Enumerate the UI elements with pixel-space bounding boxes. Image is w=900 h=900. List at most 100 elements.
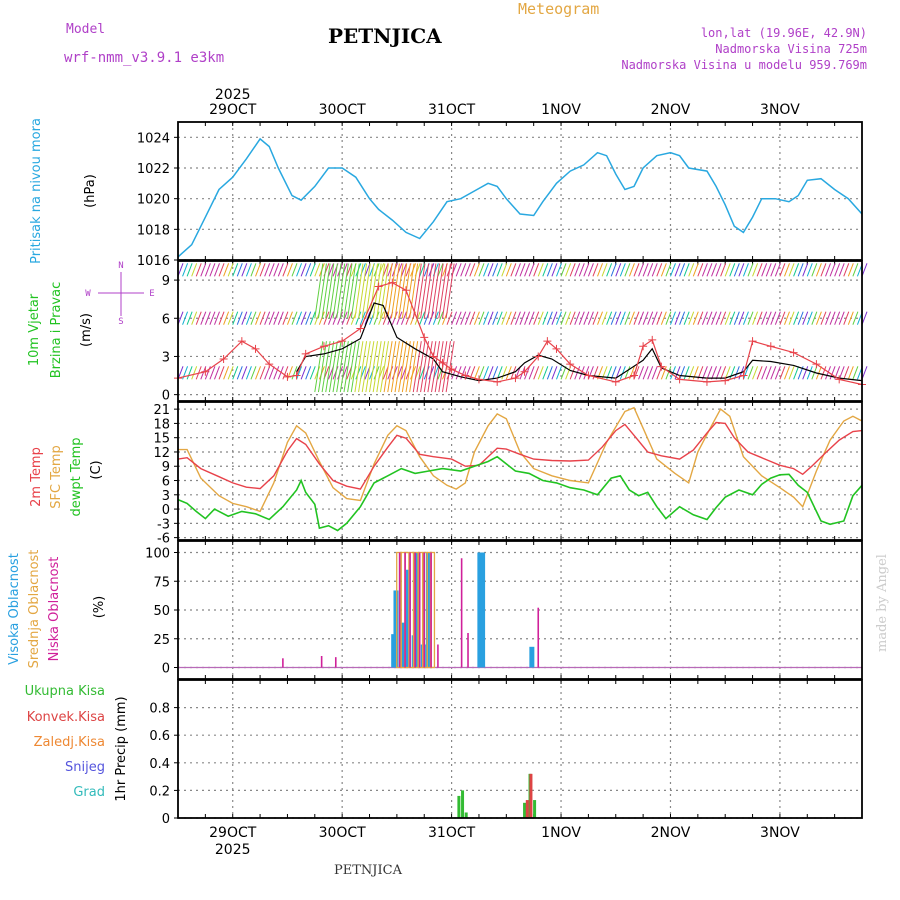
wind-barb [382,263,389,277]
wind-barb [601,263,608,277]
wind-barb [660,311,667,325]
wind-barb [733,311,740,325]
wind-barb [683,311,690,325]
t2m-title: 2m Temp [29,447,44,507]
wind-barb [784,263,790,277]
wind-barb [478,366,485,380]
wind-barb [820,263,827,277]
wind-speed-point [301,349,310,358]
model-elevation-text: Nadmorska Visina u modelu 959.769m [621,58,867,72]
wind-speed-point [356,324,365,333]
wind-barb [806,366,813,380]
wind-barb [305,366,312,380]
wind-barb [346,263,353,277]
day-label-bottom: 1NOV [541,825,581,841]
wind-speed-point [675,375,684,384]
wind-barb [358,341,368,393]
wind-barb [670,311,676,325]
wind-barb [742,311,749,325]
wind-barb [656,263,663,277]
wind-barb [651,263,658,277]
wind-speed-point [447,365,456,374]
day-label-bottom: 29OCT [209,825,257,841]
ytick-label: 0 [162,503,170,518]
t2m-line [177,421,863,490]
wind-barb [268,366,275,380]
ytick-label: 3 [162,350,170,365]
wind-barb [679,311,686,325]
wind-barb [720,311,727,325]
wind-barb [551,263,558,277]
elevation-text: Nadmorska Visina 725m [715,42,867,56]
wind-barb [852,263,859,277]
wind-barb [597,366,603,380]
wind-speed-point [237,337,246,346]
model-name: wrf-nmm_v3.9.1 e3km [64,50,224,66]
wind-barb [376,341,386,393]
wind-barb [560,263,567,277]
wind-speed-point [611,377,620,386]
wind-barb [282,263,289,277]
wind-barb [416,263,426,319]
wind-barb [232,311,239,325]
wind-barb [578,311,585,325]
wind-barb [701,311,708,325]
wind-barb [394,263,404,319]
wind-barb [455,263,462,277]
compass-icon: N W E S [85,261,154,327]
wind-barb [264,311,271,325]
ytick-label: 6 [162,475,170,490]
wind-barb [793,366,800,380]
wind-barb [815,366,822,380]
wind-barb [379,341,389,393]
wind-barb [551,311,558,325]
cloud-bar [409,552,411,668]
wind-speed-point [201,367,210,376]
wind-barb [706,366,713,380]
wind-barb [528,311,535,325]
wind-barb [537,366,544,380]
wind-barb [487,311,494,325]
wind-barb [379,263,389,319]
precip-legend-4: Grad [73,785,105,800]
wind-barb [487,263,494,277]
ytick-label: 9 [162,274,170,289]
wind-barb [624,311,631,325]
wind-speed-point [511,374,520,383]
wind-barb [286,366,293,380]
wind-barb [747,311,754,325]
wind-barb [574,263,581,277]
wind-barb [365,341,375,393]
wind-barb [336,341,346,393]
wind-barb [186,311,193,325]
wind-barb [255,366,261,380]
wind-speed-point [739,371,748,380]
footer-station: PETNJICA [334,863,403,878]
wind-barb [401,341,411,393]
wind-barb [259,263,266,277]
wind-speed-point [639,342,648,351]
wind-barb [314,341,324,393]
wind-barb [660,263,667,277]
wind-barb [528,263,535,277]
wind-speed-point [534,352,543,361]
wind-speed-point [835,375,844,384]
wind-speed-point [292,371,301,380]
pressure-line [177,137,863,258]
wind-barb [218,311,225,325]
wind-barb [364,263,371,277]
wind-barb [542,263,549,277]
wind-barb [533,263,540,277]
wind-barb [350,341,360,393]
wind-barb [847,366,854,380]
wind-barb [692,311,699,325]
wind-barb [398,263,408,319]
wind-barb [209,366,216,380]
wind-barb [387,263,397,319]
wind-barb [711,366,717,380]
wind-barb [574,311,581,325]
wind-barb [432,311,439,325]
wind-barb [400,263,407,277]
wind-barb [296,366,303,380]
sfc-title: SFC Temp [49,445,64,509]
